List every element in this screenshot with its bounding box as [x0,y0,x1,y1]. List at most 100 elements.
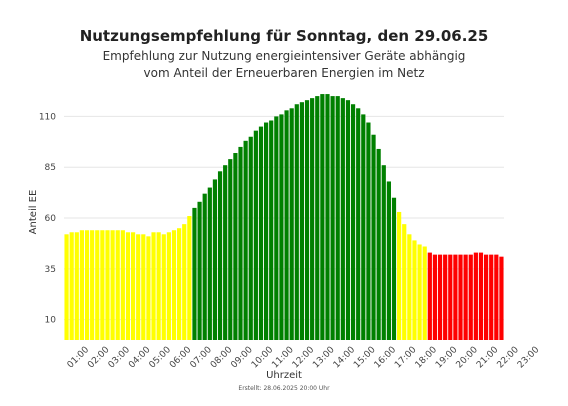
bar [458,254,463,340]
x-tick-label: 06:00 [168,345,194,371]
bar [386,181,391,340]
x-tick-label: 22:00 [495,345,521,371]
bar [161,234,166,340]
bar [427,252,432,340]
bar [177,228,182,340]
bar [238,146,243,340]
x-tick-label: 13:00 [311,345,337,371]
bar [166,232,171,340]
bar [130,232,136,340]
x-tick-label: 09:00 [229,345,255,371]
x-tick-label: 17:00 [393,345,419,371]
bar [484,254,489,340]
bar [432,254,438,340]
x-tick-label: 19:00 [434,345,460,371]
bar [315,96,320,340]
y-tick-label: 85 [45,163,56,173]
bar [192,207,197,340]
bar [478,252,484,340]
bar [366,122,371,341]
bar [463,254,468,340]
y-tick-labels: 10 35 60 85 110 [39,112,56,325]
bar [381,165,386,340]
bar [84,230,90,340]
bar [258,126,264,340]
y-tick-label: 10 [45,316,57,326]
bar [243,140,248,340]
bar [448,254,453,340]
bar [212,179,218,340]
bar [100,230,105,340]
bar [197,201,202,340]
bar [217,171,223,340]
bar [171,230,177,340]
bar [95,230,100,340]
chart-subtitle-line-1: Empfehlung zur Nutzung energieintensiver… [103,49,466,63]
bar [90,230,95,340]
bar [304,100,310,340]
bar [437,254,443,340]
bar [182,224,187,340]
bar [294,104,299,340]
bar [412,240,417,340]
bar [187,216,192,340]
bar [74,232,79,340]
chart-subtitle-line-2: vom Anteil der Erneuerbaren Energien im … [144,66,425,80]
bar [207,187,212,340]
bar [494,254,499,340]
bar [350,104,356,340]
bar [253,130,258,340]
bar [110,230,115,340]
bar [407,234,412,340]
bar [376,148,381,340]
x-tick-label: 05:00 [148,345,174,371]
bar [417,244,422,340]
bar [391,197,397,340]
x-axis-label: Uhrzeit [266,370,302,381]
chart-title: Nutzungsempfehlung für Sonntag, den 29.0… [80,27,489,45]
bar [330,96,335,340]
bar [105,230,110,340]
x-tick-label: 20:00 [455,345,481,371]
y-tick-label: 60 [45,214,57,224]
bar [310,98,315,340]
x-tick-label: 14:00 [332,345,358,371]
bar [371,134,376,340]
bar [248,136,253,340]
bar [274,116,279,340]
bar [141,234,146,340]
x-tick-label: 18:00 [414,345,440,371]
bar [223,165,228,340]
x-tick-label: 21:00 [475,345,501,371]
bar [361,114,366,340]
bar [402,224,407,340]
bar [397,211,402,340]
x-tick-label: 12:00 [291,345,317,371]
x-tick-label: 07:00 [189,345,215,371]
x-tick-label: 10:00 [250,345,276,371]
bar [79,230,85,340]
x-tick-label: 15:00 [352,345,378,371]
created-footnote: Erstellt: 28.06.2025 20:00 Uhr [238,385,330,392]
bar [443,254,448,340]
y-axis-label: Anteil EE [28,190,39,235]
bar [264,122,269,341]
bar [320,94,325,340]
y-tick-label: 35 [45,265,56,275]
bar [473,252,478,340]
bar [325,94,330,340]
x-tick-label: 01:00 [66,345,92,371]
bar [269,120,274,341]
bar [64,234,69,340]
x-tick-label: 02:00 [86,345,112,371]
bar [69,232,74,340]
bar [156,232,161,340]
x-tick-label: 08:00 [209,345,235,371]
x-tick-label: 11:00 [270,345,296,371]
bar [233,153,238,340]
x-tick-labels: 01:0002:0003:0004:0005:0006:0007:0008:00… [66,345,542,371]
bar [299,102,305,340]
bar [335,96,340,340]
bar [468,254,473,340]
